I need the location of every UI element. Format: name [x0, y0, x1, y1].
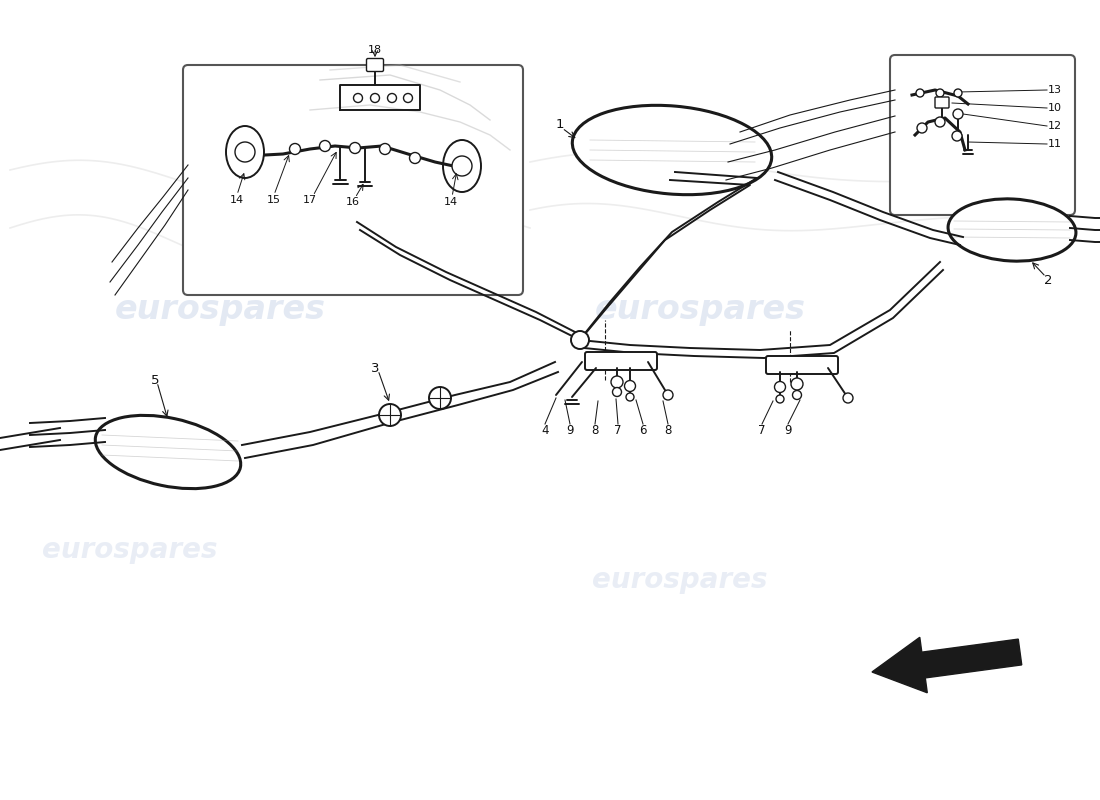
Text: 6: 6	[639, 423, 647, 437]
Ellipse shape	[572, 106, 772, 194]
Text: 2: 2	[1044, 274, 1053, 286]
Text: 10: 10	[1048, 103, 1062, 113]
Text: 13: 13	[1048, 85, 1062, 95]
FancyBboxPatch shape	[183, 65, 522, 295]
FancyBboxPatch shape	[890, 55, 1075, 215]
Circle shape	[350, 142, 361, 154]
Text: eurospares: eurospares	[42, 536, 218, 564]
FancyArrow shape	[872, 638, 1022, 693]
Text: 1: 1	[556, 118, 564, 131]
Circle shape	[917, 123, 927, 133]
Text: 8: 8	[664, 423, 672, 437]
Circle shape	[409, 153, 420, 163]
Circle shape	[625, 381, 636, 391]
Text: 8: 8	[592, 423, 598, 437]
Circle shape	[936, 89, 944, 97]
Circle shape	[663, 390, 673, 400]
Text: 7: 7	[614, 423, 622, 437]
Text: eurospares: eurospares	[594, 294, 805, 326]
Circle shape	[571, 331, 588, 349]
Circle shape	[774, 382, 785, 393]
Text: 17: 17	[302, 195, 317, 205]
Circle shape	[289, 143, 300, 154]
Text: 18: 18	[367, 45, 382, 55]
Circle shape	[776, 395, 784, 403]
Text: 14: 14	[444, 197, 458, 207]
Text: 4: 4	[541, 423, 549, 437]
Ellipse shape	[226, 126, 264, 178]
Ellipse shape	[948, 199, 1076, 261]
Circle shape	[319, 141, 330, 151]
Text: 7: 7	[758, 423, 766, 437]
Circle shape	[954, 89, 962, 97]
Text: 3: 3	[371, 362, 380, 374]
Text: 12: 12	[1048, 121, 1063, 131]
FancyBboxPatch shape	[766, 356, 838, 374]
Circle shape	[353, 94, 363, 102]
Text: 16: 16	[346, 197, 360, 207]
Circle shape	[916, 89, 924, 97]
Circle shape	[843, 393, 852, 403]
Text: 5: 5	[151, 374, 160, 386]
Text: 9: 9	[784, 423, 792, 437]
Circle shape	[953, 109, 962, 119]
Text: 9: 9	[566, 423, 574, 437]
Circle shape	[379, 143, 390, 154]
Circle shape	[371, 94, 380, 102]
Circle shape	[613, 387, 621, 397]
Circle shape	[452, 156, 472, 176]
Circle shape	[235, 142, 255, 162]
Circle shape	[429, 387, 451, 409]
FancyBboxPatch shape	[585, 352, 657, 370]
Circle shape	[379, 404, 401, 426]
FancyBboxPatch shape	[935, 97, 949, 108]
Ellipse shape	[443, 140, 481, 192]
Circle shape	[610, 376, 623, 388]
Text: eurospares: eurospares	[114, 294, 326, 326]
Circle shape	[935, 117, 945, 127]
Text: 15: 15	[267, 195, 280, 205]
Circle shape	[792, 390, 802, 399]
Ellipse shape	[96, 415, 241, 489]
FancyBboxPatch shape	[366, 58, 384, 71]
Circle shape	[626, 393, 634, 401]
Circle shape	[952, 131, 962, 141]
Circle shape	[387, 94, 396, 102]
Text: 14: 14	[230, 195, 244, 205]
Circle shape	[404, 94, 412, 102]
Circle shape	[791, 378, 803, 390]
Text: 11: 11	[1048, 139, 1062, 149]
Text: eurospares: eurospares	[592, 566, 768, 594]
